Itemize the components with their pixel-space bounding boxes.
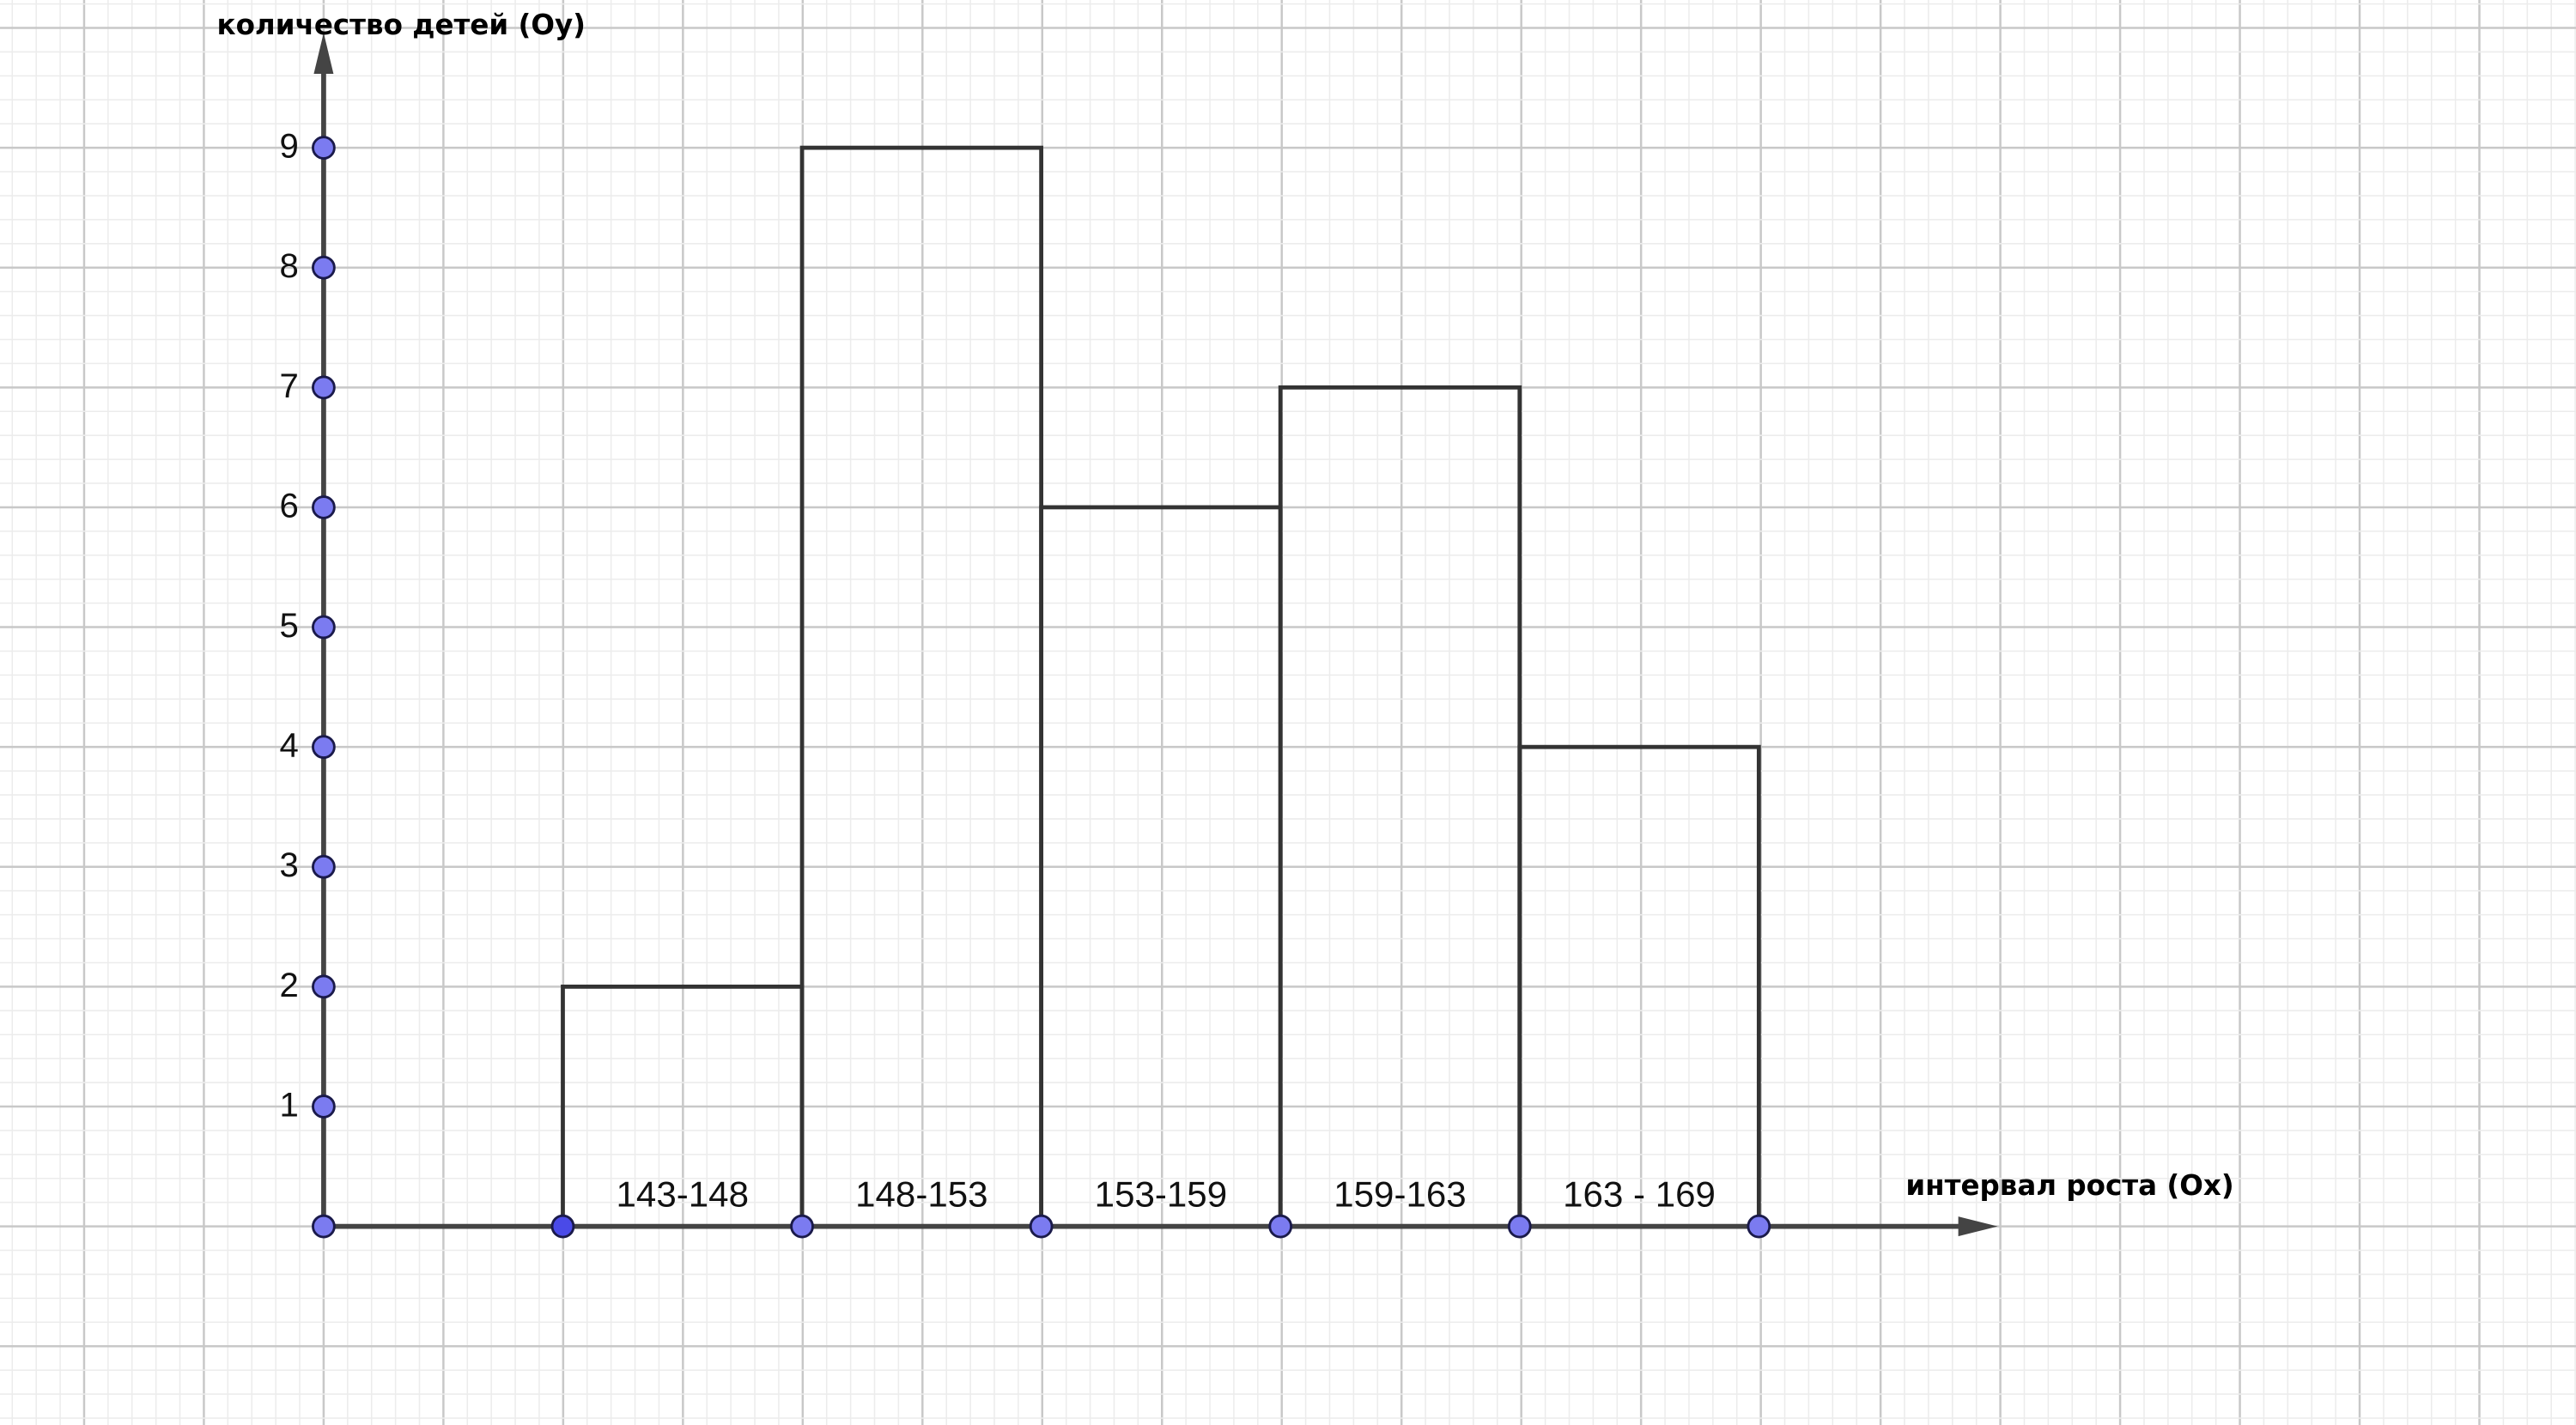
y-tick-label: 1 — [280, 1085, 299, 1124]
y-axis-point — [312, 495, 336, 519]
x-axis-point — [1268, 1214, 1293, 1239]
y-tick-label: 8 — [280, 246, 299, 285]
y-tick-label: 2 — [280, 966, 299, 1004]
y-axis-point — [312, 255, 336, 280]
x-axis-point — [790, 1214, 814, 1239]
x-axis-point — [550, 1214, 575, 1239]
y-axis-point — [312, 375, 336, 400]
category-label: 159-163 — [1334, 1174, 1466, 1215]
y-tick-label: 3 — [280, 846, 299, 884]
y-tick-label: 4 — [280, 726, 299, 765]
y-axis-point — [312, 854, 336, 879]
points — [312, 136, 1771, 1239]
y-tick-labels: 1 2 3 4 5 6 7 8 9 — [280, 127, 299, 1125]
y-tick-label: 6 — [280, 486, 299, 525]
y-axis-point — [312, 1214, 336, 1239]
x-axis-point — [1029, 1214, 1054, 1239]
category-label: 153-159 — [1095, 1174, 1227, 1215]
y-tick-label: 7 — [280, 367, 299, 405]
x-axis-point — [1507, 1214, 1532, 1239]
y-tick-label: 5 — [280, 606, 299, 645]
category-label: 163 - 169 — [1563, 1174, 1716, 1215]
y-axis-arrow — [313, 33, 334, 75]
category-labels: 143-148 148-153 153-159 159-163 163 - 169 — [617, 1174, 1716, 1215]
x-axis-arrow — [1958, 1216, 1998, 1237]
y-axis-point — [312, 735, 336, 760]
y-axis-point — [312, 974, 336, 999]
category-label: 148-153 — [855, 1174, 987, 1215]
x-axis-label: интервал роста (Ox) — [1905, 1169, 2233, 1202]
y-axis-label: количество детей (Oy) — [217, 9, 586, 41]
category-label: 143-148 — [617, 1174, 749, 1215]
y-axis-point — [312, 1095, 336, 1119]
bars — [561, 145, 1761, 1228]
y-axis-point — [312, 136, 336, 160]
y-tick-label: 9 — [280, 127, 299, 166]
bar — [1278, 385, 1522, 1228]
x-axis-point — [1747, 1214, 1771, 1239]
y-axis-point — [312, 615, 336, 640]
